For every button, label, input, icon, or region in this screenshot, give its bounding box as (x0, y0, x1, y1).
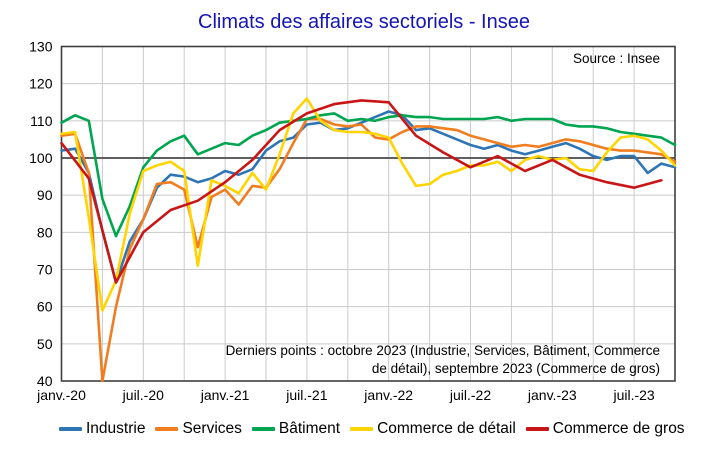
series-line-commerce-gros (60, 99, 663, 284)
legend-item-commerce-detail: Commerce de détail (350, 420, 516, 438)
legend-label-batiment: Bâtiment (278, 420, 341, 437)
legend-swatch-commerce-gros-icon (525, 427, 549, 431)
y-axis-tick-label: 120 (29, 76, 53, 92)
series-line-batiment (60, 112, 677, 238)
x-axis-tick-label: janv.-22 (363, 387, 413, 403)
series-line-commerce-detail (60, 97, 677, 312)
source-note: Source : Insee (572, 51, 660, 66)
legend-item-commerce-gros: Commerce de gros (525, 420, 685, 438)
y-axis-tick-label: 40 (37, 373, 53, 389)
x-axis-tick-label: juil.-23 (612, 387, 654, 403)
legend-label-industrie: Industrie (86, 420, 146, 437)
legend-item-batiment: Bâtiment (251, 420, 341, 438)
x-axis-tick-label: janv.-23 (527, 387, 577, 403)
chart-title: Climats des affaires sectoriels - Insee (198, 11, 530, 33)
y-axis-tick-label: 50 (37, 336, 53, 352)
series-line-services (60, 117, 677, 383)
y-axis-tick-label: 90 (37, 187, 53, 203)
legend-swatch-batiment-icon (251, 427, 275, 431)
last-points-annotation: Derniers points : octobre 2023 (Industri… (226, 342, 660, 378)
y-axis-tick-label: 80 (37, 224, 53, 240)
y-axis-tick-label: 110 (30, 113, 53, 129)
y-axis-tick-label: 100 (29, 150, 53, 166)
x-axis-tick-label: janv.-20 (36, 387, 86, 403)
legend-label-services: Services (182, 420, 242, 437)
series-line-industrie (60, 110, 677, 284)
x-axis-tick-label: janv.-21 (200, 387, 250, 403)
x-axis-tick-label: juil.-21 (285, 387, 327, 403)
plot-area: 40 50 60 70 80 90 100 110 120 130 janv.-20 juil.-20… (29, 39, 677, 403)
legend-swatch-services-icon (155, 427, 179, 431)
annotation-line-2: de détail), septembre 2023 (Commerce de … (371, 361, 660, 376)
y-axis-tick-label: 60 (37, 299, 53, 315)
legend-item-services: Services (155, 420, 242, 438)
legend-label-commerce-detail: Commerce de détail (377, 420, 516, 437)
annotation-line-1: Derniers points : octobre 2023 (Industri… (225, 343, 660, 358)
plot-border (60, 45, 676, 382)
legend-swatch-industrie-icon (59, 427, 82, 431)
legend-swatch-commerce-detail-icon (350, 427, 374, 431)
y-axis-tick-label: 70 (37, 262, 53, 278)
y-axis-tick-label: 130 (29, 39, 53, 55)
legend: Industrie Services Bâtiment Commerce de dét… (59, 420, 685, 438)
legend-label-commerce-gros: Commerce de gros (552, 420, 685, 437)
x-axis-tick-label: juil.-20 (122, 387, 164, 403)
legend-item-industrie: Industrie (59, 420, 145, 438)
x-axis-tick-label: juil.-22 (449, 387, 491, 403)
